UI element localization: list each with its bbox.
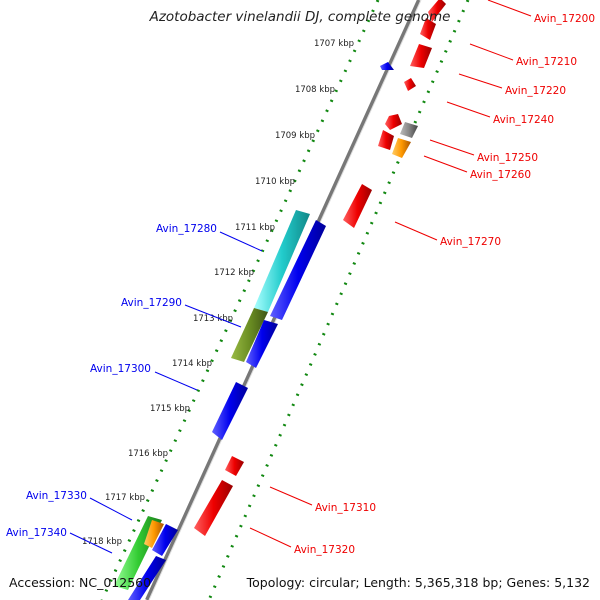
gene-avin-17310[interactable] bbox=[225, 456, 244, 476]
gene-avin-17220[interactable] bbox=[404, 78, 416, 91]
ruler-label: 1707 kbp bbox=[314, 39, 354, 49]
reverse-gene-labels: Avin_17280 Avin_17290 Avin_17300 Avin_17… bbox=[6, 223, 217, 539]
gene-avin-17335[interactable] bbox=[144, 520, 164, 548]
gene-avin-17340[interactable] bbox=[152, 524, 178, 556]
gene-avin-17225[interactable] bbox=[380, 62, 394, 70]
ruler-label: 1717 kbp bbox=[105, 493, 145, 503]
gene-label-avin-17220[interactable]: Avin_17220 bbox=[505, 85, 566, 97]
gene-avin-17345[interactable] bbox=[128, 556, 166, 600]
gene-avin-17250[interactable] bbox=[400, 122, 418, 138]
gene-label-avin-17270[interactable]: Avin_17270 bbox=[440, 236, 501, 248]
forward-genes bbox=[194, 0, 446, 536]
ruler-label: 1710 kbp bbox=[255, 177, 295, 187]
reverse-genes bbox=[114, 62, 394, 600]
gene-avin-17245[interactable] bbox=[378, 130, 394, 150]
gene-avin-17210[interactable] bbox=[410, 44, 432, 68]
ruler-label: 1718 kbp bbox=[82, 537, 122, 547]
ruler-label: 1711 kbp bbox=[235, 223, 275, 233]
gene-avin-17320[interactable] bbox=[194, 480, 233, 536]
ruler-labels: 1707 kbp 1708 kbp 1709 kbp 1710 kbp 1711… bbox=[82, 39, 354, 547]
gene-label-avin-17200[interactable]: Avin_17200 bbox=[534, 13, 595, 25]
forward-gene-labels: Avin_17200 Avin_17210 Avin_17220 Avin_17… bbox=[294, 13, 595, 556]
ruler-label: 1713 kbp bbox=[193, 314, 233, 324]
gene-avin-17205[interactable] bbox=[420, 18, 436, 40]
gene-label-avin-17330[interactable]: Avin_17330 bbox=[26, 490, 87, 502]
gene-label-avin-17240[interactable]: Avin_17240 bbox=[493, 114, 554, 126]
gene-label-avin-17290[interactable]: Avin_17290 bbox=[121, 297, 182, 309]
map-title: Azotobacter vinelandii DJ, complete geno… bbox=[149, 9, 451, 25]
reverse-leader-lines bbox=[69, 231, 263, 554]
gene-label-avin-17260[interactable]: Avin_17260 bbox=[470, 169, 531, 181]
gene-label-avin-17280[interactable]: Avin_17280 bbox=[156, 223, 217, 235]
gene-avin-17270[interactable] bbox=[343, 184, 372, 228]
ruler-label: 1709 kbp bbox=[275, 131, 315, 141]
ruler-label: 1712 kbp bbox=[214, 268, 254, 278]
gene-label-avin-17340[interactable]: Avin_17340 bbox=[6, 527, 67, 539]
gene-avin-17285[interactable] bbox=[270, 220, 326, 320]
gene-label-avin-17310[interactable]: Avin_17310 bbox=[315, 502, 376, 514]
topology-text: Topology: circular; Length: 5,365,318 bp… bbox=[246, 575, 590, 590]
ruler-label: 1715 kbp bbox=[150, 404, 190, 414]
inner-tick-track bbox=[100, 0, 380, 600]
gene-label-avin-17320[interactable]: Avin_17320 bbox=[294, 544, 355, 556]
gene-avin-17260[interactable] bbox=[392, 138, 411, 158]
gene-avin-17200[interactable] bbox=[428, 0, 446, 22]
forward-leader-lines bbox=[249, 0, 532, 548]
gene-avin-17280-cyan[interactable] bbox=[254, 210, 310, 312]
gene-avin-17240[interactable] bbox=[385, 114, 402, 130]
gene-label-avin-17210[interactable]: Avin_17210 bbox=[516, 56, 577, 68]
gene-avin-17295[interactable] bbox=[246, 320, 278, 368]
gene-label-avin-17300[interactable]: Avin_17300 bbox=[90, 363, 151, 375]
ruler-label: 1716 kbp bbox=[128, 449, 168, 459]
gene-avin-17290[interactable] bbox=[231, 308, 268, 362]
gene-label-avin-17250[interactable]: Avin_17250 bbox=[477, 152, 538, 164]
ruler-label: 1714 kbp bbox=[172, 359, 212, 369]
ruler-label: 1708 kbp bbox=[295, 85, 335, 95]
gene-avin-17300[interactable] bbox=[212, 382, 248, 440]
accession-text: Accession: NC_012560 bbox=[9, 575, 152, 590]
